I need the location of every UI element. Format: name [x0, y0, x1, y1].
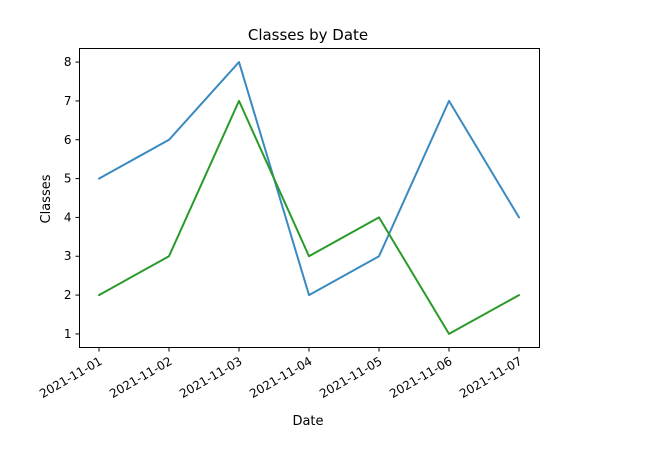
x-tick-label: 2021-11-07 [457, 354, 524, 401]
x-tick-label: 2021-11-04 [247, 354, 314, 401]
y-tick-label: 2 [64, 288, 72, 302]
x-axis: 2021-11-01 2021-11-02 2021-11-03 2021-11-04… [37, 347, 525, 401]
y-tick-label: 6 [64, 133, 72, 147]
y-tick-label: 7 [64, 94, 72, 108]
x-tick-label: 2021-11-05 [317, 354, 384, 401]
y-tick-label: 4 [64, 210, 72, 224]
x-axis-label: Date [292, 414, 323, 429]
y-tick-label: 5 [64, 172, 72, 186]
series-line-1 [98, 61, 520, 297]
x-tick-label: 2021-11-06 [387, 354, 454, 401]
x-tick-label: 2021-11-02 [107, 354, 174, 401]
y-tick-label: 8 [64, 55, 72, 69]
plot-area [98, 61, 520, 335]
y-tick-label: 3 [64, 249, 72, 263]
x-tick-label: 2021-11-01 [37, 354, 104, 401]
y-axis-label: Classes [39, 174, 54, 223]
y-axis: 1 2 3 4 5 6 7 8 [64, 55, 80, 341]
x-tick-label: 2021-11-03 [177, 354, 244, 401]
chart-title: Classes by Date [248, 26, 368, 44]
series-line-2 [98, 99, 520, 335]
plot-frame [79, 48, 540, 348]
y-tick-label: 1 [64, 327, 72, 341]
